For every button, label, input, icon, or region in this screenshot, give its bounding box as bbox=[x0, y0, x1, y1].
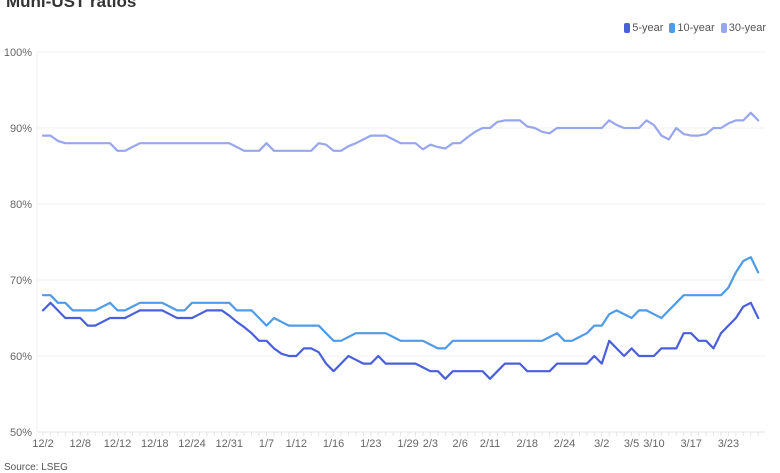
y-tick-label: 80% bbox=[10, 199, 32, 211]
series-line-5-year bbox=[41, 301, 760, 380]
x-tick-label: 2/3 bbox=[423, 438, 438, 450]
x-tick-label: 1/29 bbox=[397, 438, 418, 450]
x-tick-label: 3/17 bbox=[680, 438, 701, 450]
legend-item-30-year[interactable]: 30-year bbox=[720, 22, 766, 34]
y-tick-label: 50% bbox=[10, 427, 32, 439]
x-tick-label: 12/24 bbox=[178, 438, 206, 450]
legend-label: 10-year bbox=[677, 22, 715, 34]
y-tick-label: 90% bbox=[10, 123, 32, 135]
x-tick-label: 12/8 bbox=[70, 438, 91, 450]
x-tick-label: 2/11 bbox=[480, 438, 501, 450]
x-tick-label: 2/6 bbox=[453, 438, 468, 450]
legend-item-10-year[interactable]: 10-year bbox=[669, 22, 715, 34]
x-tick-label: 2/18 bbox=[517, 438, 538, 450]
x-tick-label: 3/10 bbox=[643, 438, 664, 450]
x-tick-label: 1/16 bbox=[323, 438, 344, 450]
x-tick-label: 12/12 bbox=[104, 438, 132, 450]
x-tick-label: 12/18 bbox=[141, 438, 169, 450]
x-tick-label: 2/24 bbox=[554, 438, 575, 450]
legend-swatch bbox=[720, 23, 727, 33]
x-tick-label: 3/5 bbox=[624, 438, 639, 450]
x-tick-label: 1/23 bbox=[360, 438, 381, 450]
chart-title: Muni-UST ratios bbox=[6, 0, 137, 11]
x-tick-label: 3/2 bbox=[594, 438, 609, 450]
legend: 5-year 10-year 30-year bbox=[624, 22, 766, 34]
legend-swatch bbox=[669, 23, 676, 33]
x-tick-label: 12/2 bbox=[32, 438, 53, 450]
x-tick-label: 1/12 bbox=[286, 438, 307, 450]
x-tick-label: 12/31 bbox=[215, 438, 243, 450]
legend-label: 5-year bbox=[632, 22, 664, 34]
y-tick-label: 60% bbox=[10, 351, 32, 363]
legend-item-5-year[interactable]: 5-year bbox=[624, 22, 663, 34]
x-tick-label: 1/7 bbox=[259, 438, 274, 450]
x-tick-label: 3/23 bbox=[718, 438, 739, 450]
series-line-30-year bbox=[41, 111, 760, 152]
legend-label: 30-year bbox=[728, 22, 766, 34]
y-tick-label: 100% bbox=[4, 47, 32, 59]
legend-swatch bbox=[624, 23, 631, 33]
y-tick-label: 70% bbox=[10, 275, 32, 287]
source-note: Source: LSEG bbox=[4, 462, 68, 473]
series-line-10-year bbox=[41, 256, 760, 350]
